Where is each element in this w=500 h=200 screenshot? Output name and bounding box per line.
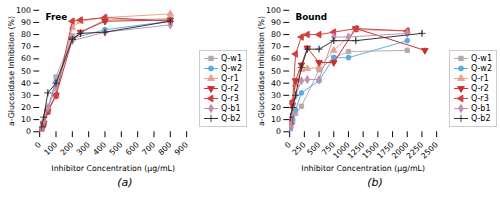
svg-text:50: 50 (21, 67, 31, 76)
html-text:Q-r2: Q-r2 (471, 83, 489, 93)
html-text:Q-r1: Q-r1 (471, 73, 489, 83)
svg-text:0: 0 (26, 127, 31, 136)
html-text:Q-b1: Q-b1 (471, 103, 491, 113)
svg-text:100: 100 (16, 6, 31, 15)
html-text:(b): (b) (367, 176, 383, 190)
html-text:Q-w2: Q-w2 (221, 63, 242, 73)
svg-text:0: 0 (276, 127, 281, 136)
svg-text:500: 500 (305, 140, 322, 157)
html-text:Q-b2: Q-b2 (471, 113, 491, 123)
svg-text:2500: 2500 (419, 140, 439, 160)
svg-text:60: 60 (271, 54, 281, 63)
html-text:Q-r3: Q-r3 (221, 93, 239, 103)
html-text:(a): (a) (117, 176, 133, 190)
svg-text:a-Glucosidase Inhibition (%): a-Glucosidase Inhibition (%) (7, 16, 16, 126)
html-text:Q-b1: Q-b1 (221, 103, 241, 113)
html-text:Q-w1: Q-w1 (221, 53, 242, 63)
html-text:Q-w2: Q-w2 (471, 63, 492, 73)
svg-text:1000: 1000 (331, 140, 352, 161)
svg-text:20: 20 (21, 103, 31, 112)
svg-text:90: 90 (21, 18, 31, 27)
svg-text:0: 0 (283, 140, 293, 150)
svg-text:500: 500 (108, 140, 125, 157)
svg-text:10: 10 (271, 115, 281, 124)
svg-text:750: 750 (320, 140, 337, 158)
svg-text:100: 100 (42, 140, 59, 157)
svg-text:90: 90 (271, 18, 281, 27)
svg-text:1750: 1750 (375, 140, 396, 161)
svg-text:20: 20 (271, 103, 281, 112)
svg-text:40: 40 (271, 79, 281, 88)
svg-text:a-Glucosidase Inhibition (%): a-Glucosidase Inhibition (%) (257, 16, 266, 126)
svg-text:250: 250 (291, 140, 308, 157)
svg-text:800: 800 (157, 140, 174, 157)
svg-text:0: 0 (33, 140, 43, 150)
svg-text:100: 100 (266, 6, 281, 15)
svg-text:Inhibitor Concentration (μg/mL: Inhibitor Concentration (μg/mL) (51, 164, 175, 173)
html-text:Q-r2: Q-r2 (221, 83, 239, 93)
svg-text:400: 400 (91, 140, 108, 157)
html-text:Q-r3: Q-r3 (471, 93, 489, 103)
svg-text:900: 900 (173, 140, 190, 157)
svg-text:30: 30 (21, 91, 31, 100)
svg-text:2000: 2000 (390, 140, 411, 161)
html-text:Q-r1: Q-r1 (221, 73, 239, 83)
svg-text:2250: 2250 (404, 140, 426, 161)
svg-text:10: 10 (21, 115, 31, 124)
svg-text:30: 30 (271, 91, 281, 100)
svg-text:700: 700 (140, 140, 157, 157)
svg-text:200: 200 (59, 140, 76, 157)
svg-text:Free: Free (46, 12, 68, 22)
svg-text:50: 50 (271, 67, 281, 76)
svg-text:40: 40 (21, 79, 31, 88)
svg-text:60: 60 (21, 54, 31, 63)
html-text:Q-w1: Q-w1 (471, 53, 492, 63)
svg-text:300: 300 (75, 140, 92, 157)
svg-text:1250: 1250 (345, 140, 367, 161)
svg-text:80: 80 (21, 30, 31, 39)
svg-text:Bound: Bound (296, 12, 328, 22)
html-text:Q-b2: Q-b2 (221, 113, 241, 123)
svg-text:1500: 1500 (360, 140, 381, 161)
svg-text:80: 80 (271, 30, 281, 39)
svg-text:Inhibitor Concentration (μg/mL: Inhibitor Concentration (μg/mL) (301, 164, 425, 173)
svg-text:70: 70 (21, 42, 31, 51)
svg-text:600: 600 (124, 140, 141, 157)
svg-text:70: 70 (271, 42, 281, 51)
